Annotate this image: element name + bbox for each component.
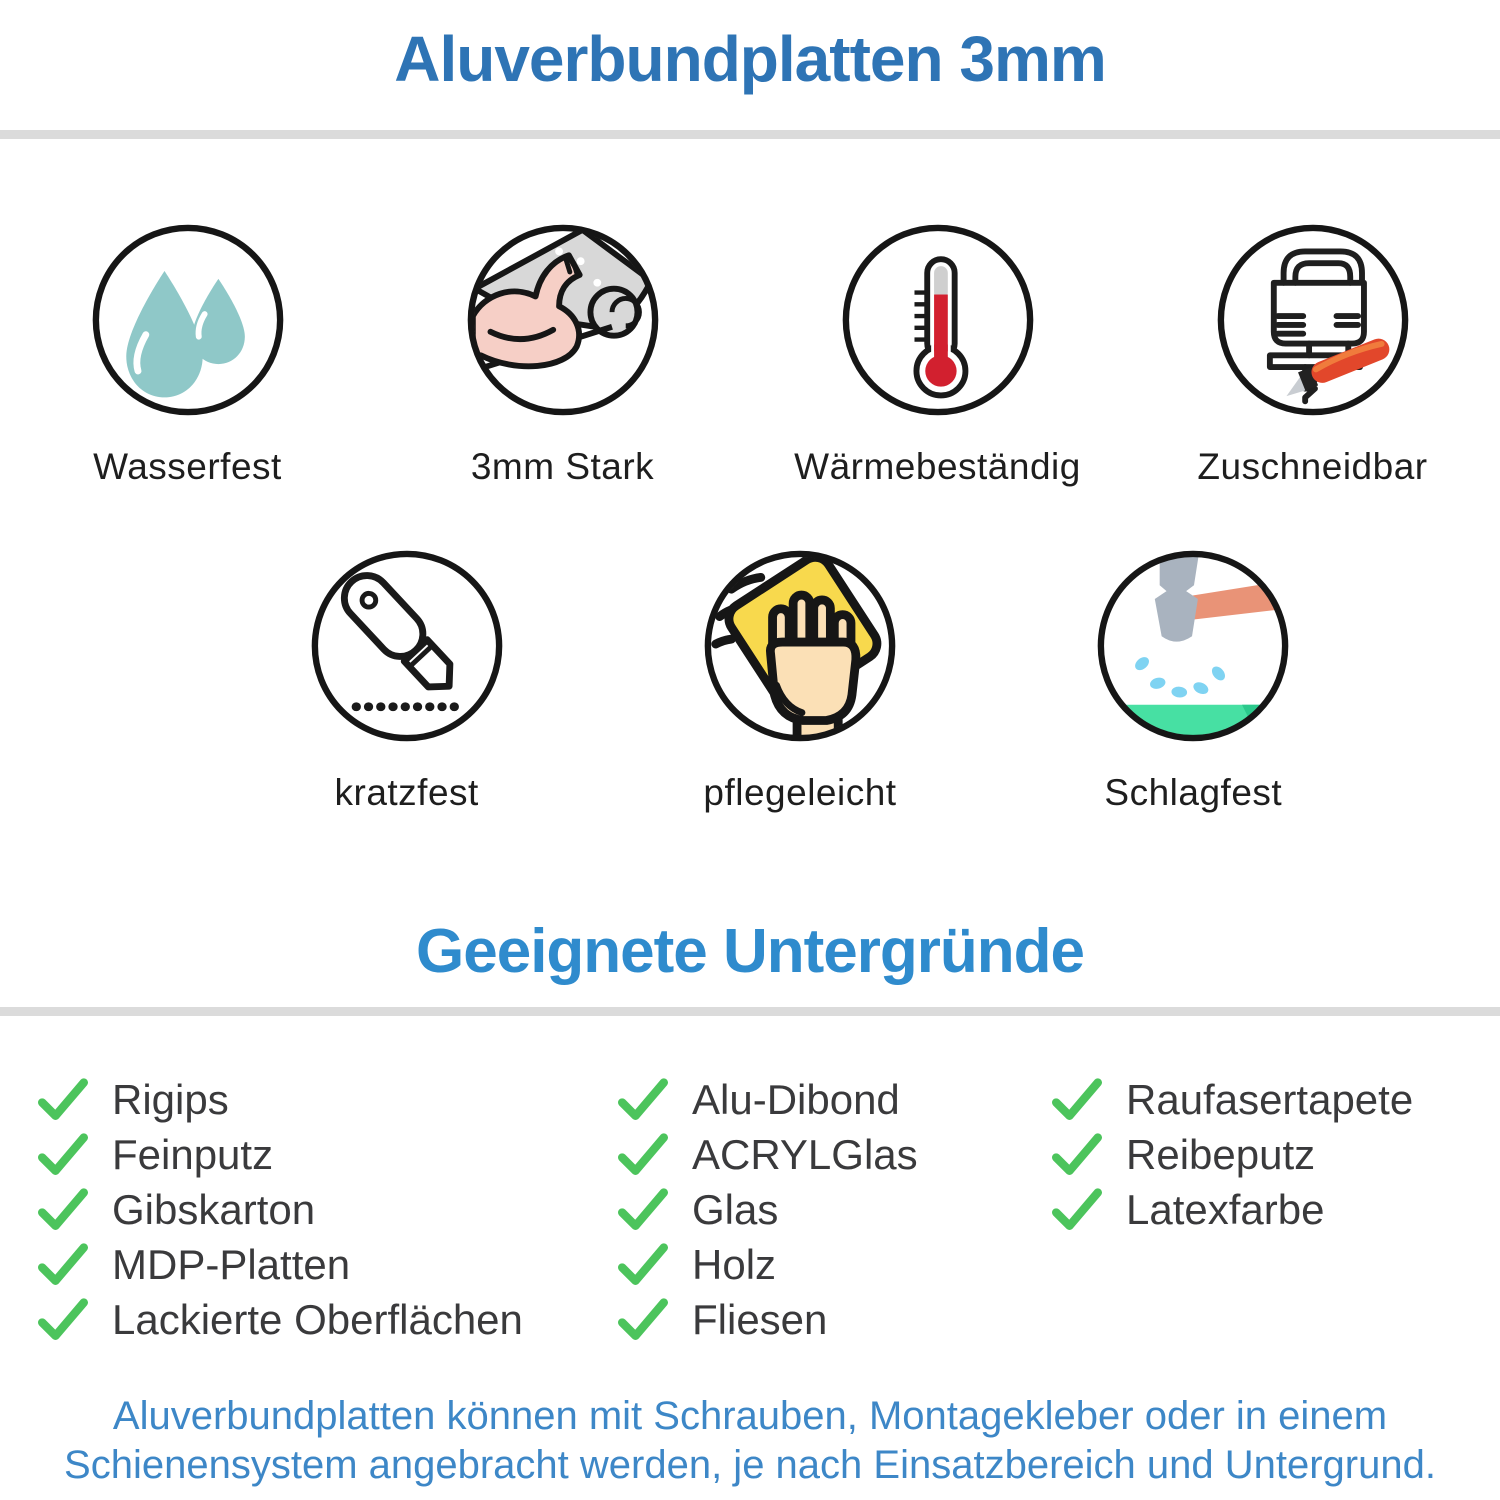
list-item-label: Rigips xyxy=(112,1075,229,1123)
utility-knife-icon xyxy=(311,550,502,742)
list-item: Lackierte Oberflächen xyxy=(38,1292,523,1347)
list-item: Alu-Dibond xyxy=(618,1072,918,1127)
list-item-label: Gibskarton xyxy=(112,1185,316,1233)
feature-kratzfest: kratzfest xyxy=(210,548,603,814)
list-item: Fliesen xyxy=(618,1292,918,1347)
checkmark-icon xyxy=(38,1132,88,1175)
divider-middle xyxy=(0,1007,1500,1016)
feature-3mm-stark: 3mm Stark xyxy=(375,222,750,488)
feature-waermebestaendig: Wärmebeständig xyxy=(750,222,1125,488)
list-item-label: Holz xyxy=(692,1240,777,1288)
mounting-note-line2: Schienensystem angebracht werden, je nac… xyxy=(64,1443,1436,1487)
hammer-impact-icon xyxy=(1098,550,1289,742)
list-item: Holz xyxy=(618,1237,918,1292)
list-item-label: MDP-Platten xyxy=(112,1240,351,1288)
feature-label: Wasserfest xyxy=(93,446,282,487)
list-item: MDP-Platten xyxy=(38,1237,523,1292)
list-item: Rigips xyxy=(38,1072,523,1127)
mounting-note: Aluverbundplatten können mit Schrauben, … xyxy=(0,1392,1500,1490)
checkmark-icon xyxy=(618,1187,668,1230)
feature-label: Wärmebeständig xyxy=(794,446,1081,487)
list-item: Raufasertapete xyxy=(1052,1072,1413,1127)
water-drops-icon xyxy=(92,224,283,416)
checkmark-icon xyxy=(1052,1187,1102,1230)
thermometer-icon xyxy=(842,224,1033,416)
list-item-label: Fliesen xyxy=(692,1295,828,1343)
list-item-label: Lackierte Oberflächen xyxy=(112,1295,523,1343)
list-item-label: Raufasertapete xyxy=(1126,1075,1414,1123)
page-title: Aluverbundplatten 3mm xyxy=(394,23,1107,95)
feature-schlagfest: Schlagfest xyxy=(997,548,1390,814)
substrate-column-2: Alu-Dibond ACRYLGlas Glas Holz Fliesen xyxy=(618,1072,918,1347)
list-item-label: ACRYLGlas xyxy=(692,1130,918,1178)
substrate-column-3: Raufasertapete Reibeputz Latexfarbe xyxy=(1052,1072,1413,1237)
checkmark-icon xyxy=(618,1242,668,1285)
feature-pflegeleicht: pflegeleicht xyxy=(603,548,996,814)
feature-label: Zuschneidbar xyxy=(1197,446,1428,487)
checkmark-icon xyxy=(38,1297,88,1340)
feature-label: Schlagfest xyxy=(1104,772,1283,813)
strong-arm-panel-icon xyxy=(467,224,658,416)
substrate-column-1: Rigips Feinputz Gibskarton MDP-Platten L… xyxy=(38,1072,523,1347)
checkmark-icon xyxy=(38,1077,88,1120)
checkmark-icon xyxy=(618,1132,668,1175)
section-title-untergruende: Geeignete Untergründe xyxy=(416,917,1085,986)
list-item-label: Latexfarbe xyxy=(1126,1185,1325,1233)
feature-label: kratzfest xyxy=(334,772,479,813)
list-item: Feinputz xyxy=(38,1127,523,1182)
divider-top xyxy=(0,130,1500,139)
list-item-label: Alu-Dibond xyxy=(692,1075,900,1123)
checkmark-icon xyxy=(38,1187,88,1230)
checkmark-icon xyxy=(618,1297,668,1340)
list-item: Reibeputz xyxy=(1052,1127,1413,1182)
feature-row-1: Wasserfest 3mm Stark xyxy=(0,222,1500,488)
feature-label: 3mm Stark xyxy=(470,446,655,487)
list-item: Latexfarbe xyxy=(1052,1182,1413,1237)
feature-label: pflegeleicht xyxy=(703,772,897,813)
checkmark-icon xyxy=(38,1242,88,1285)
checkmark-icon xyxy=(1052,1077,1102,1120)
mounting-note-line1: Aluverbundplatten können mit Schrauben, … xyxy=(112,1394,1388,1438)
feature-row-2: kratzfest xyxy=(210,548,1390,814)
list-item-label: Feinputz xyxy=(112,1130,274,1178)
list-item-label: Reibeputz xyxy=(1126,1130,1316,1178)
feature-wasserfest: Wasserfest xyxy=(0,222,375,488)
jigsaw-and-cutter-icon xyxy=(1217,224,1408,416)
checkmark-icon xyxy=(618,1077,668,1120)
list-item-label: Glas xyxy=(692,1185,779,1233)
checkmark-icon xyxy=(1052,1132,1102,1175)
list-item: Glas xyxy=(618,1182,918,1237)
list-item: Gibskarton xyxy=(38,1182,523,1237)
list-item: ACRYLGlas xyxy=(618,1127,918,1182)
hand-wiping-cloth-icon xyxy=(704,550,896,742)
feature-zuschneidbar: Zuschneidbar xyxy=(1125,222,1500,488)
